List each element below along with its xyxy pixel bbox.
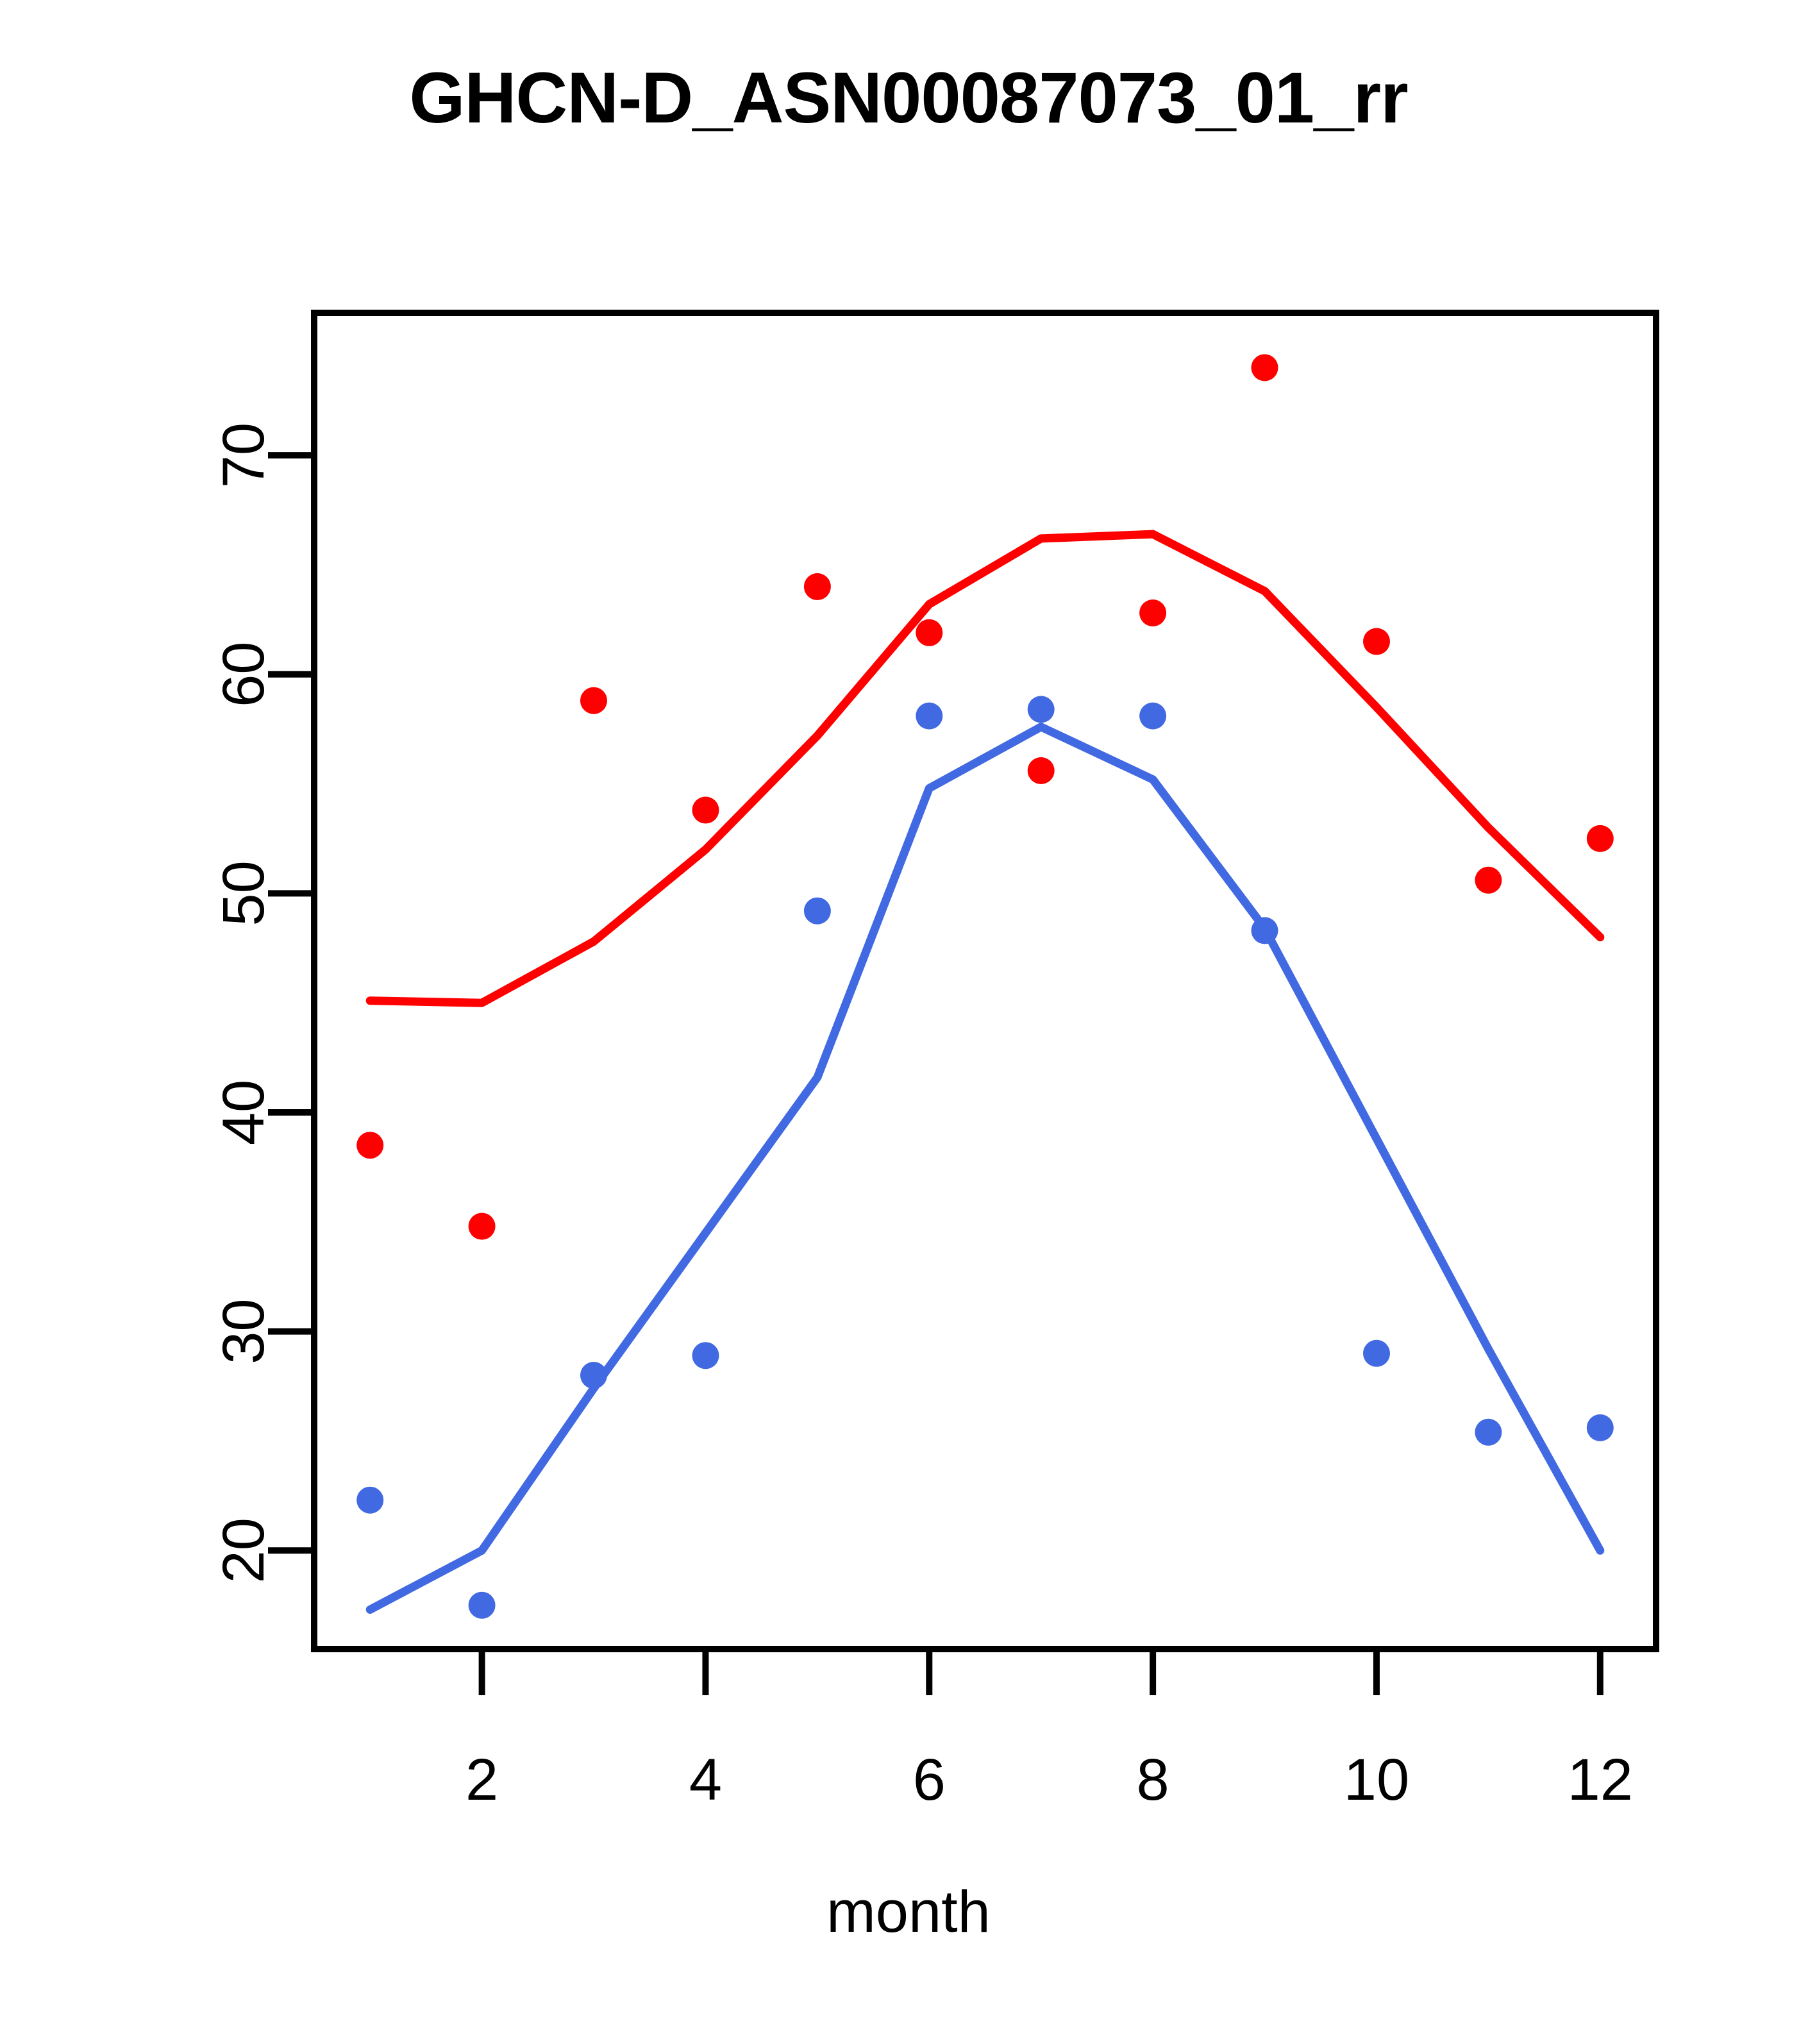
red-line	[365, 530, 1605, 1007]
x-tick-label: 12	[1568, 1747, 1633, 1813]
data-point	[468, 1212, 496, 1240]
y-tick-label: 50	[211, 860, 276, 926]
chart-title: GHCN-D_ASN00087073_01_rr	[409, 58, 1408, 138]
data-point	[1027, 696, 1055, 723]
data-point	[356, 1132, 384, 1159]
y-axis-tick-labels: 20 30 40 50 60 70	[211, 423, 276, 1584]
y-tick-label: 70	[211, 423, 276, 488]
data-point	[1363, 628, 1390, 655]
data-point	[1475, 1418, 1502, 1446]
data-point	[468, 1591, 496, 1619]
x-tick-label: 10	[1344, 1747, 1409, 1813]
data-point	[1139, 599, 1167, 626]
y-tick-label: 30	[211, 1298, 276, 1364]
data-point	[692, 1342, 719, 1370]
x-tick-label: 4	[689, 1747, 722, 1813]
data-point	[356, 1486, 384, 1514]
x-axis-tick-labels: 2 4 6 8 10 12	[465, 1747, 1633, 1813]
blue-data-points	[356, 696, 1614, 1619]
red-data-points	[356, 354, 1614, 1240]
red-trend-line	[365, 530, 1605, 1007]
x-tick-label: 6	[913, 1747, 946, 1813]
data-point	[580, 1362, 607, 1389]
blue-line	[365, 723, 1605, 1614]
data-point	[1251, 917, 1278, 944]
data-point	[803, 897, 831, 925]
y-tick-label: 20	[211, 1518, 276, 1583]
data-point	[916, 619, 943, 646]
axis-box	[311, 310, 1659, 1652]
data-point	[803, 573, 831, 600]
y-tick-label: 60	[211, 642, 276, 707]
y-tick-label: 40	[211, 1080, 276, 1145]
data-point	[692, 796, 719, 824]
data-point	[1475, 866, 1502, 894]
x-axis-ticks	[478, 1649, 1603, 1695]
data-point	[1027, 757, 1055, 784]
data-point	[1586, 1414, 1614, 1441]
x-tick-label: 2	[465, 1747, 498, 1813]
data-point	[1139, 702, 1167, 730]
x-tick-label: 8	[1137, 1747, 1169, 1813]
y-axis-ticks	[268, 452, 314, 1554]
data-point	[1586, 825, 1614, 852]
data-point	[916, 702, 943, 730]
data-point	[580, 687, 607, 714]
x-axis-label: month	[826, 1879, 991, 1945]
data-point	[1251, 354, 1278, 381]
data-point	[1363, 1339, 1390, 1367]
blue-trend-line	[365, 723, 1605, 1614]
